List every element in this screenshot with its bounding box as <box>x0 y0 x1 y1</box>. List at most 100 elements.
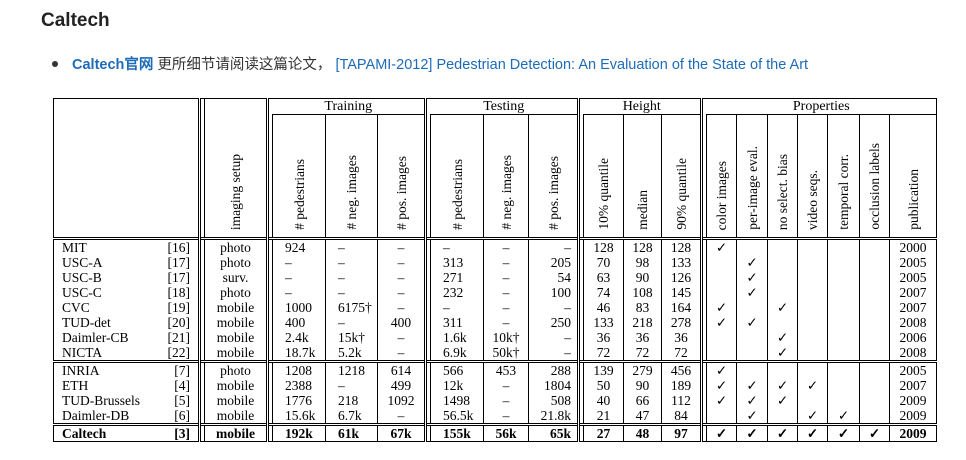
column-separator <box>700 300 707 315</box>
train-neg-images: 5.2k <box>325 345 378 362</box>
dataset-ref: [19] <box>167 300 191 315</box>
test-pos-images: 288 <box>528 360 579 378</box>
table-row: USC-C [18] photo – – –232–100 74 108 145 ✓ 2007 <box>53 285 938 300</box>
column-separator <box>577 393 584 408</box>
per-image-eval-check-icon: ✓ <box>736 270 768 285</box>
test-pos-images: 508 <box>528 393 579 408</box>
height-10-quantile: 74 <box>583 285 624 300</box>
height-median: 98 <box>623 255 662 270</box>
height-90-quantile: 84 <box>661 408 702 425</box>
train-neg-images: – <box>325 315 378 330</box>
imaging-setup: surv. <box>204 270 268 285</box>
height-10-quantile: 63 <box>583 270 624 285</box>
test-neg-images: 10k† <box>483 330 529 345</box>
imaging-setup: mobile <box>204 315 268 330</box>
column-separator <box>266 237 273 255</box>
train-pos-images: 499 <box>377 378 426 393</box>
train-neg-images: 6175† <box>325 300 378 315</box>
per-image-eval-check-icon: ✓ <box>736 315 768 330</box>
column-separator <box>266 360 273 378</box>
column-separator <box>700 393 707 408</box>
per-image-eval-cell <box>736 345 768 362</box>
temporal-corr-cell <box>827 255 860 270</box>
table-row: TUD-Brussels [5] mobile 1776 218 1092 1498–508… <box>53 393 938 408</box>
imaging-setup: photo <box>204 237 268 255</box>
height-median: 90 <box>623 378 662 393</box>
test-neg-images: – <box>483 270 529 285</box>
height-median: 90 <box>623 270 662 285</box>
height-median: 83 <box>623 300 662 315</box>
column-separator <box>424 330 431 345</box>
train-pedestrians: 2.4k <box>272 330 326 345</box>
dataset-ref: [17] <box>167 255 191 270</box>
header-color-images: color images <box>714 160 729 230</box>
header-video-seqs: video seqs. <box>805 170 820 230</box>
imaging-setup: photo <box>204 360 268 378</box>
height-10-quantile: 46 <box>583 300 624 315</box>
header-no-select-bias: no select. bias <box>775 153 790 230</box>
train-pos-images: 1092 <box>377 393 426 408</box>
per-image-eval-check-icon: ✓ <box>736 393 768 408</box>
height-10-quantile: 40 <box>583 393 624 408</box>
paper-link[interactable]: [TAPAMI-2012] Pedestrian Detection: An E… <box>335 57 809 73</box>
no-select-bias-cell <box>767 360 798 378</box>
table-row: INRIA [7] photo 1208 1218 614 566 453 288 139 279 4… <box>53 360 938 378</box>
publication-year: 2007 <box>889 300 938 315</box>
reference-text: 更所细节请阅读这篇论文， <box>157 57 332 73</box>
column-separator <box>266 255 273 270</box>
train-pedestrians: 2388 <box>272 378 326 393</box>
height-10-quantile: 133 <box>583 315 624 330</box>
height-median: 218 <box>623 315 662 330</box>
table-row: CVC [19] mobile 1000 6175† – – – –46 83 164 ✓ ✓ 2007 <box>53 300 938 315</box>
train-neg-images: 15k† <box>325 330 378 345</box>
temporal-corr-cell <box>827 360 860 378</box>
dataset-name: CVC <box>53 300 162 315</box>
test-pedestrians: 6.9k <box>430 345 484 362</box>
height-10-quantile: 27 <box>583 423 624 442</box>
test-pedestrians: 311 <box>430 315 484 330</box>
train-pos-images: – <box>377 237 426 255</box>
column-separator <box>424 345 431 362</box>
color-images-cell <box>706 345 737 362</box>
occlusion-labels-cell <box>859 393 890 408</box>
train-pedestrians: 192k <box>272 423 326 442</box>
column-separator <box>577 237 584 255</box>
test-pos-images: 205 <box>528 255 579 270</box>
video-seqs-check-icon: ✓ <box>797 378 828 393</box>
column-separator <box>700 408 707 425</box>
train-pos-images: – <box>377 330 426 345</box>
publication-year: 2007 <box>889 285 938 300</box>
dataset-ref: [22] <box>167 345 191 360</box>
column-separator <box>577 345 584 362</box>
dataset-ref: [7] <box>161 360 200 378</box>
column-separator <box>424 378 431 393</box>
caltech-site-link[interactable]: Caltech官网 <box>72 57 154 73</box>
temporal-corr-cell <box>827 237 860 255</box>
table-row: USC-A [17] photo – – –313–205 70 98 133 ✓ 2005 <box>53 255 938 270</box>
column-separator <box>266 345 273 362</box>
dataset-name: MIT <box>53 237 162 255</box>
height-median: 47 <box>623 408 662 425</box>
train-pedestrians: – <box>272 285 326 300</box>
column-separator <box>198 237 205 255</box>
column-separator <box>198 330 205 345</box>
test-pedestrians: – <box>430 300 484 315</box>
column-separator <box>198 285 205 300</box>
group-training: Training <box>272 98 426 115</box>
column-separator <box>198 345 205 362</box>
group-testing: Testing <box>430 98 579 115</box>
column-separator <box>424 423 431 442</box>
train-pedestrians: – <box>272 255 326 270</box>
test-neg-images: 50k† <box>483 345 529 362</box>
temporal-corr-cell <box>827 315 860 330</box>
column-separator <box>577 285 584 300</box>
column-separator <box>198 378 205 393</box>
color-images-cell <box>706 285 737 300</box>
temporal-corr-cell <box>827 285 860 300</box>
per-image-eval-cell <box>736 237 768 255</box>
header-train-neg-images: # neg. images <box>344 155 359 230</box>
header-height-10-quantile: 10% quantile <box>596 158 611 230</box>
height-90-quantile: 126 <box>661 270 702 285</box>
test-pedestrians: 566 <box>430 360 484 378</box>
occlusion-labels-cell <box>859 330 890 345</box>
